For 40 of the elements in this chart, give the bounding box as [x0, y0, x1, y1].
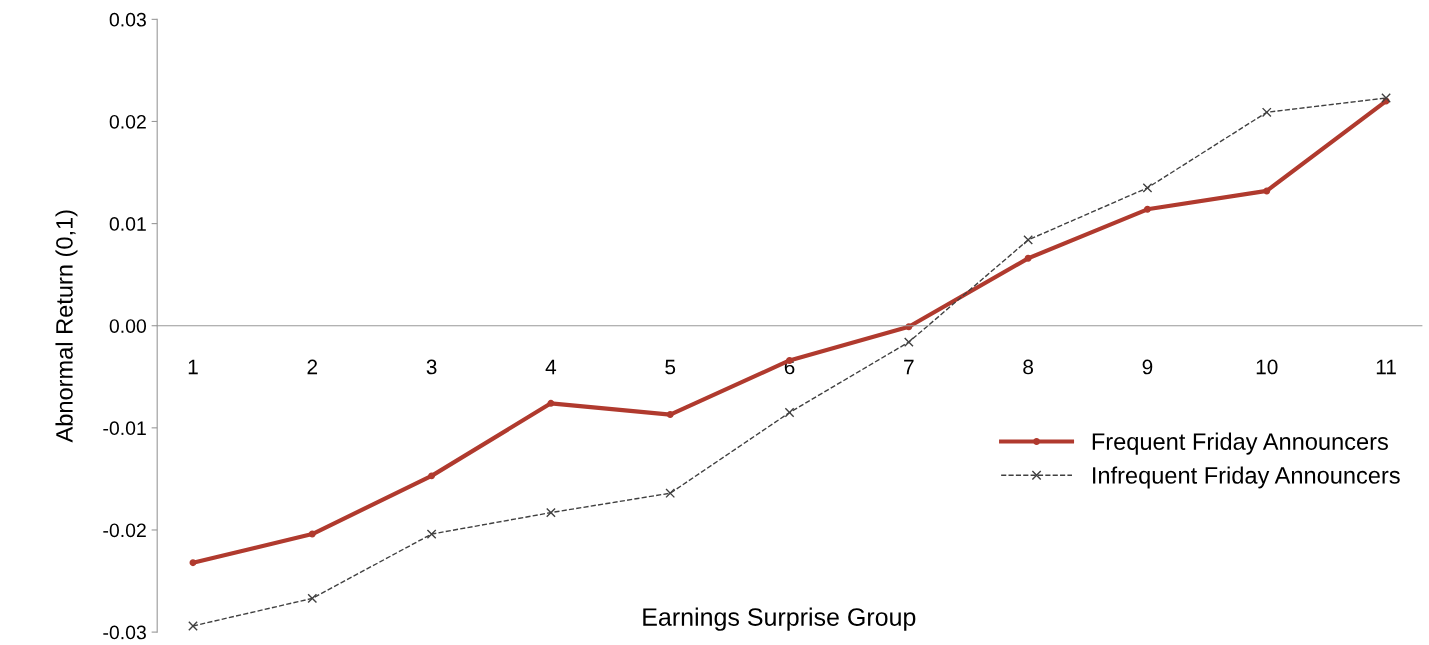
y-tick-label: 0.02 [109, 114, 146, 129]
point [1143, 205, 1151, 213]
x-tick-label: 10 [1256, 359, 1278, 375]
legend-label: Frequent Friday Announcers [1092, 432, 1388, 455]
point [1023, 235, 1034, 245]
point [308, 530, 316, 538]
point [1263, 187, 1271, 195]
x-tick-label: 2 [307, 359, 318, 375]
x-tick-label: 8 [1023, 359, 1034, 375]
x-tick-label: 4 [545, 359, 557, 375]
x-tick-label: 11 [1376, 359, 1396, 375]
x-tick-label: 5 [665, 359, 676, 375]
point [188, 621, 198, 631]
point [546, 507, 556, 518]
y-tick-label: -0.03 [103, 625, 146, 640]
y-axis-title: Abnormal Return (0,1) [55, 210, 78, 443]
point [665, 488, 676, 499]
point [1261, 107, 1272, 118]
point [1381, 93, 1391, 103]
point [1024, 254, 1032, 262]
point [784, 407, 795, 418]
point [1142, 182, 1153, 193]
x-axis-title: Earnings Surprise Group [643, 607, 916, 631]
y-tick-label: -0.01 [103, 421, 146, 436]
point [189, 559, 197, 567]
point [426, 529, 437, 539]
point [307, 593, 318, 604]
y-tick-label: 0.01 [109, 217, 146, 231]
point [903, 337, 914, 347]
x-tick-label: 9 [1142, 359, 1153, 375]
x-tick-label: 7 [904, 359, 914, 375]
y-tick-label: 0.00 [109, 319, 147, 333]
x-tick-label: 3 [426, 359, 437, 375]
point [666, 411, 674, 419]
y-tick-label: 0.03 [109, 12, 146, 27]
legend-label: Infrequent Friday Announcers [1093, 466, 1400, 489]
x-tick-label: 1 [188, 359, 198, 375]
y-tick-label: -0.02 [103, 523, 146, 538]
point [428, 472, 436, 480]
point [547, 399, 555, 407]
